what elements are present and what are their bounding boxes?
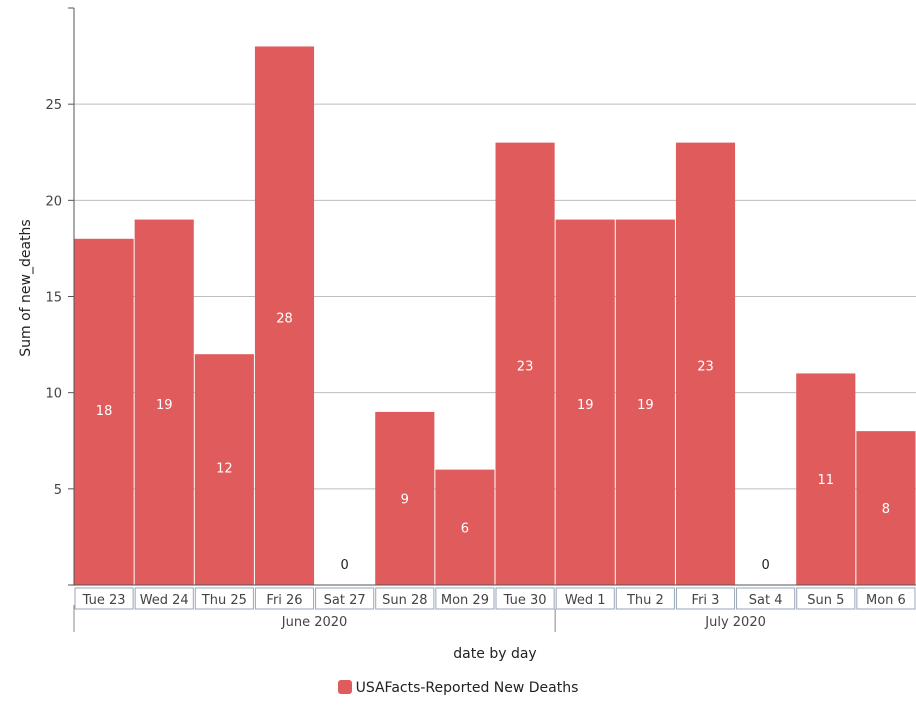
x-category-label: Thu 25 (201, 593, 247, 608)
bar[interactable] (796, 373, 856, 585)
x-group-labels: June 2020 July 2020 (281, 609, 766, 632)
bar[interactable] (74, 238, 134, 586)
bar-value-label: 28 (276, 312, 293, 327)
x-category-label: Wed 24 (140, 593, 189, 608)
y-axis-title: Sum of new_deaths (18, 219, 34, 356)
axes (68, 7, 916, 632)
bar[interactable] (495, 142, 555, 585)
bar-value-label: 9 (401, 492, 409, 507)
bar[interactable] (555, 219, 615, 586)
y-tick-label: 5 (54, 483, 62, 498)
x-category-label: Fri 3 (692, 593, 720, 608)
bar[interactable] (254, 46, 315, 585)
bars (74, 46, 916, 586)
x-category-label: Sat 4 (749, 593, 783, 608)
bar[interactable] (134, 219, 194, 586)
x-category-label: Mon 29 (441, 593, 489, 608)
x-category-label: Sat 27 (324, 593, 366, 608)
x-group-label: July 2020 (704, 615, 766, 630)
bar[interactable] (194, 354, 254, 585)
x-axis-title: date by day (453, 646, 536, 662)
y-tick-labels: 5 10 15 20 25 (45, 98, 62, 498)
x-category-box (675, 587, 736, 610)
bar-value-label: 8 (882, 502, 890, 517)
y-tick-label: 25 (45, 98, 62, 113)
bar-value-label: 18 (96, 404, 113, 419)
bar[interactable] (856, 431, 916, 585)
bar-value-label: 6 (461, 521, 469, 536)
bar[interactable] (375, 411, 435, 585)
legend-swatch (337, 680, 352, 694)
x-category-box (375, 587, 435, 610)
x-category-box (495, 587, 555, 610)
x-category-box (194, 587, 254, 610)
bar-value-label: 19 (156, 398, 173, 413)
x-group-label: June 2020 (281, 615, 348, 630)
x-category-box (74, 587, 134, 610)
x-category-box (615, 587, 675, 610)
y-tick-label: 15 (45, 291, 62, 306)
x-category-box (796, 587, 856, 610)
bar-value-label: 0 (762, 558, 770, 573)
bar-labels: 18 19 12 28 0 9 6 23 19 19 23 0 11 8 (96, 312, 890, 573)
bar[interactable] (675, 142, 736, 585)
bar-value-label: 19 (637, 398, 654, 413)
x-category-box (435, 587, 495, 610)
x-category-label: Tue 23 (82, 593, 126, 608)
x-category-box (254, 587, 315, 610)
x-category-box (736, 587, 796, 610)
x-category-label: Sun 5 (807, 593, 844, 608)
bar-value-label: 0 (341, 558, 349, 573)
x-category-label: Mon 6 (866, 593, 906, 608)
bar-value-label: 23 (517, 360, 534, 375)
x-category-box (134, 587, 194, 610)
x-category-labels: Tue 23 Wed 24 Thu 25 Fri 26 Sat 27 Sun 28 Mon … (74, 587, 916, 610)
x-category-label: Fri 26 (266, 593, 302, 608)
x-category-label: Thu 2 (626, 593, 664, 608)
x-category-label: Tue 30 (503, 593, 547, 608)
x-category-label: Sun 28 (382, 593, 427, 608)
y-tick-label: 20 (45, 194, 62, 209)
x-category-box (315, 587, 375, 610)
bar-value-label: 11 (818, 473, 835, 488)
legend[interactable]: USAFacts-Reported New Deaths (0, 680, 916, 696)
bar-value-label: 12 (216, 462, 233, 477)
x-category-box (555, 587, 615, 610)
x-category-box (856, 587, 916, 610)
y-tick-label: 10 (45, 387, 62, 402)
bar-value-label: 23 (697, 360, 714, 375)
bar[interactable] (615, 219, 675, 586)
bar-value-label: 19 (577, 398, 594, 413)
bar[interactable] (435, 469, 495, 585)
legend-label: USAFacts-Reported New Deaths (355, 680, 579, 696)
x-category-label: Wed 1 (565, 593, 606, 608)
